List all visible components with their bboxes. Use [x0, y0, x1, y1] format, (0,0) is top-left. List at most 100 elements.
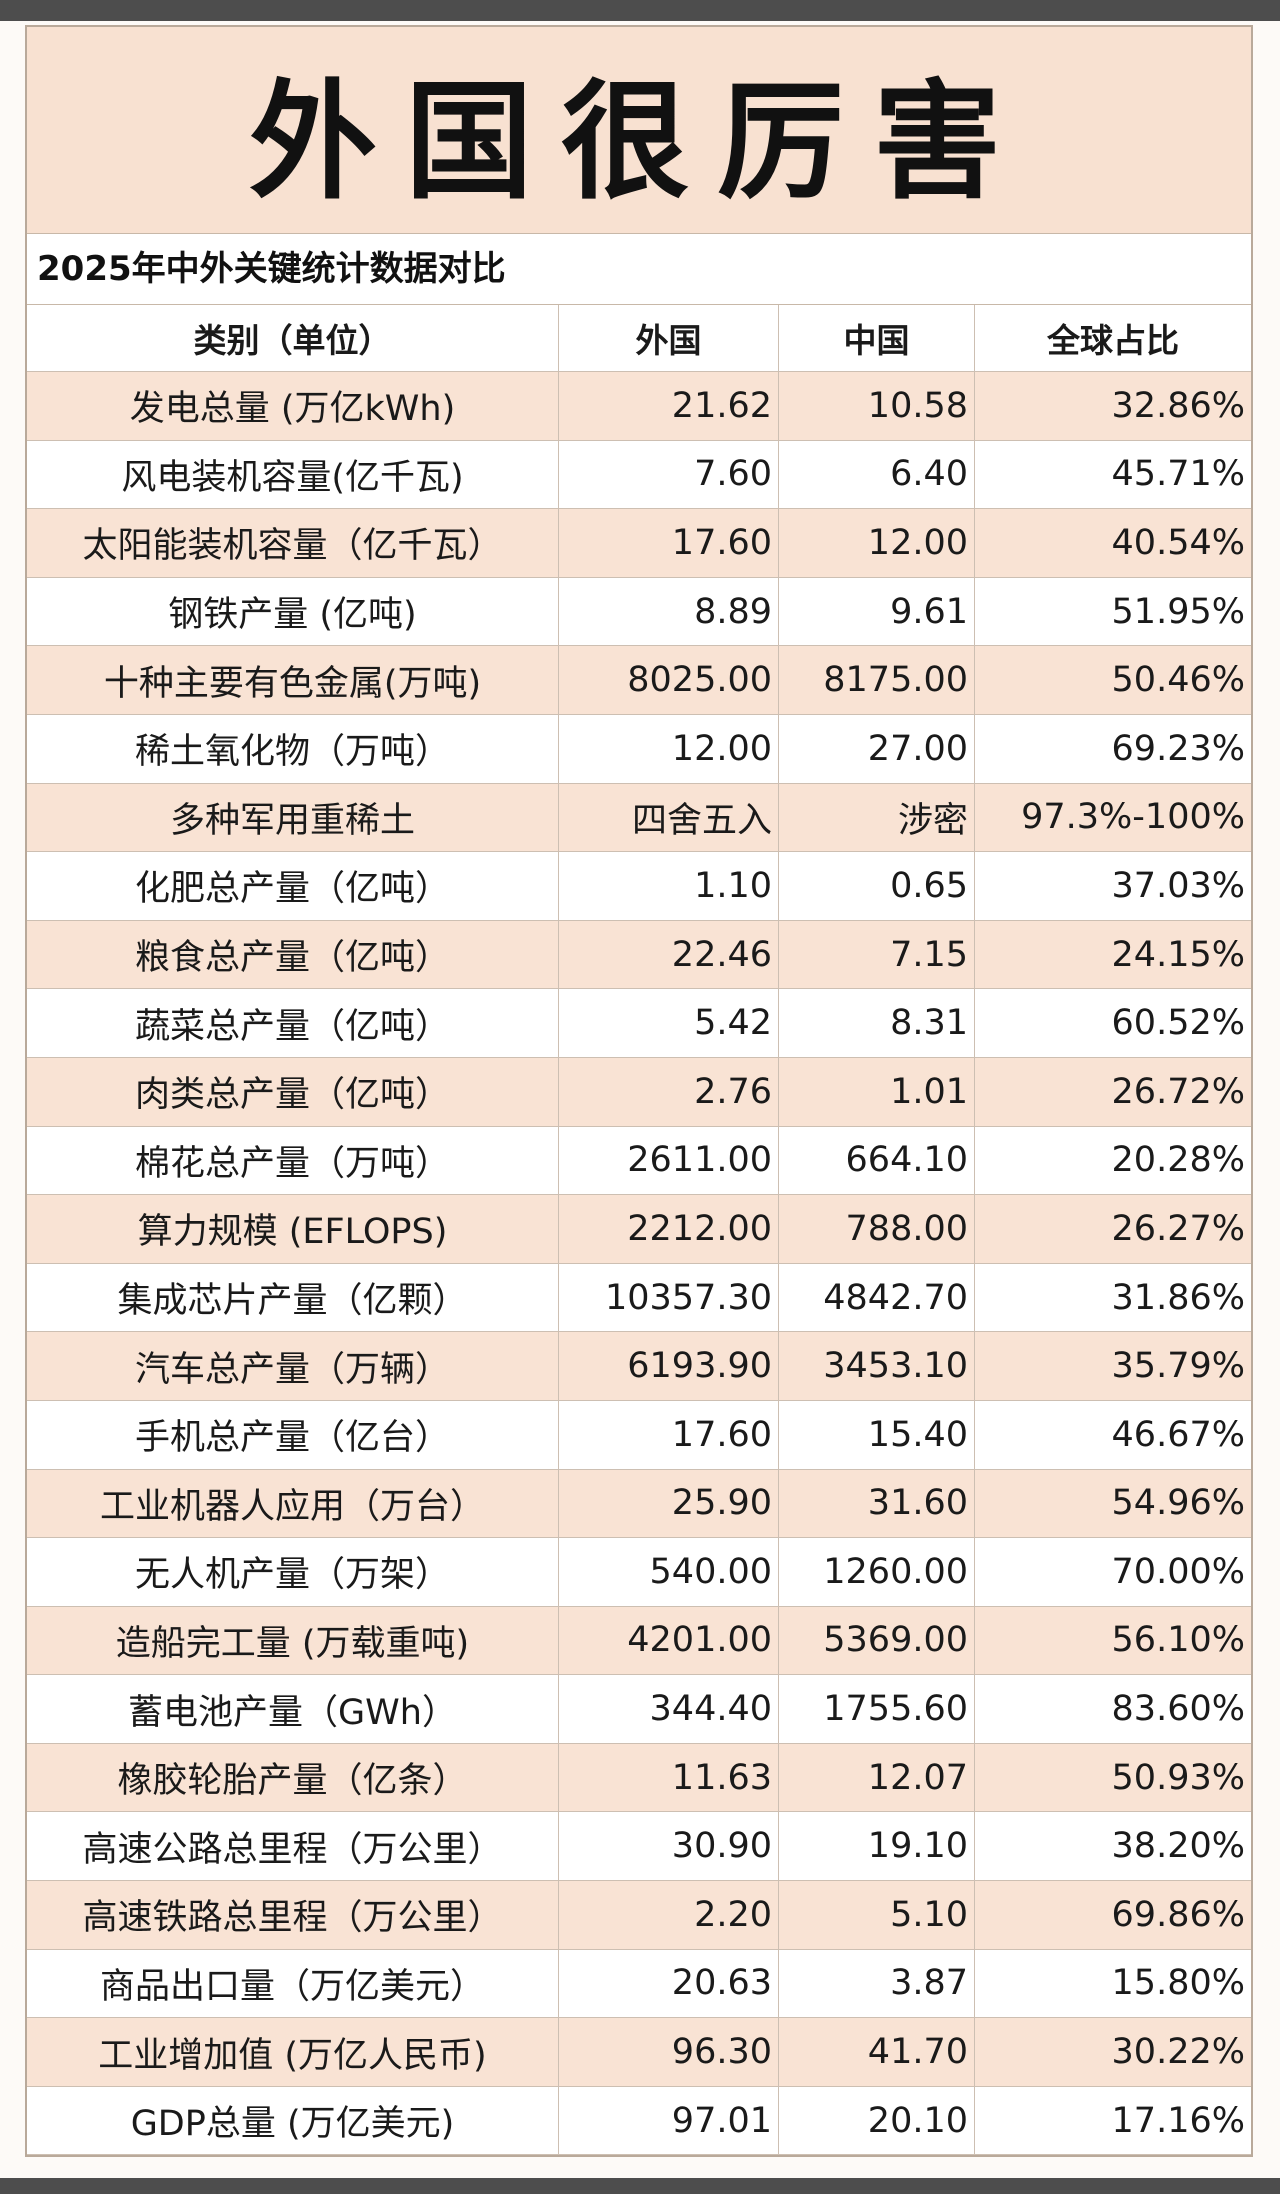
table-cell: 橡胶轮胎产量（亿条） [27, 1743, 559, 1812]
table-cell: 11.63 [559, 1743, 779, 1812]
table-row: 造船完工量 (万载重吨) 4201.00 5369.00 56.10% [27, 1606, 1251, 1676]
table-cell: 4842.70 [779, 1263, 975, 1332]
table-cell: 算力规模 (EFLOPS) [27, 1195, 559, 1263]
table-cell: 10357.30 [559, 1263, 779, 1332]
table-cell: 工业机器人应用（万台） [27, 1469, 559, 1538]
table-cell: 540.00 [559, 1538, 779, 1606]
table-cell: 26.27% [1111, 1208, 1245, 1249]
table-cell: 19.10 [779, 1812, 975, 1881]
table-row: 手机总产量（亿台） 17.60 15.40 46.67% [27, 1400, 1251, 1470]
table-cell: 1260.00 [779, 1538, 975, 1606]
table-cell: 69.23% [1111, 728, 1245, 769]
table-cell: 8.89 [559, 577, 779, 646]
table-cell: 15.40 [779, 1400, 975, 1469]
table-cell: 肉类总产量（亿吨） [27, 1057, 559, 1126]
table-cell: 集成芯片产量（亿颗） [27, 1263, 559, 1332]
table-row: 风电装机容量(亿千瓦) 7.60 6.40 45.71% [27, 440, 1251, 510]
table-cell: 多种军用重稀土 [27, 783, 559, 852]
table-cell: 2212.00 [559, 1195, 779, 1263]
table-cell: 1755.60 [779, 1675, 975, 1743]
table-cell: 25.90 [559, 1469, 779, 1538]
table-row: 高速铁路总里程（万公里） 2.20 5.10 69.86% [27, 1881, 1251, 1950]
table-row: 橡胶轮胎产量（亿条） 11.63 12.07 50.93% [27, 1743, 1251, 1813]
table-row: 蓄电池产量（GWh） 344.40 1755.60 83.60% [27, 1675, 1251, 1744]
table-cell: 汽车总产量（万辆） [27, 1332, 559, 1400]
header-cell: 中国 [779, 305, 975, 371]
table-cell: 棉花总产量（万吨） [27, 1126, 559, 1195]
table-cell: 3453.10 [779, 1332, 975, 1400]
table-cell: 20.28% [1111, 1140, 1245, 1181]
table-row: 无人机产量（万架） 540.00 1260.00 70.00% [27, 1538, 1251, 1607]
table-cell: 46.67% [1111, 1414, 1245, 1455]
header-row: 类别（单位） 外国 中国 全球占比 [27, 305, 1251, 372]
table-cell: 50.93% [1111, 1757, 1245, 1798]
table-row: 肉类总产量（亿吨） 2.76 1.01 26.72% [27, 1057, 1251, 1127]
table-cell: 97.01 [559, 2086, 779, 2155]
table-row: 高速公路总里程（万公里） 30.90 19.10 38.20% [27, 1812, 1251, 1882]
table-cell: 69.86% [1111, 1894, 1245, 1935]
table-row: 蔬菜总产量（亿吨） 5.42 8.31 60.52% [27, 989, 1251, 1058]
table-cell: 风电装机容量(亿千瓦) [27, 440, 559, 509]
table-cell: 31.60 [779, 1469, 975, 1538]
table-row: 集成芯片产量（亿颗） 10357.30 4842.70 31.86% [27, 1263, 1251, 1333]
table-cell: 手机总产量（亿台） [27, 1400, 559, 1469]
table-row: 棉花总产量（万吨） 2611.00 664.10 20.28% [27, 1126, 1251, 1196]
table-row: 商品出口量（万亿美元） 20.63 3.87 15.80% [27, 1949, 1251, 2019]
table-row: 多种军用重稀土 四舍五入 涉密 97.3%-100% [27, 783, 1251, 853]
table-cell: 2.20 [559, 1881, 779, 1949]
table-cell: 30.90 [559, 1812, 779, 1881]
table-cell: 17.60 [559, 1400, 779, 1469]
table-row: GDP总量 (万亿美元) 97.01 20.10 17.16% [27, 2086, 1251, 2156]
table-row: 工业机器人应用（万台） 25.90 31.60 54.96% [27, 1469, 1251, 1539]
table-cell: 31.86% [1111, 1277, 1245, 1318]
table-cell: 12.00 [779, 509, 975, 577]
table-cell: 5.10 [779, 1881, 975, 1949]
table-cell: 造船完工量 (万载重吨) [27, 1606, 559, 1675]
table-cell: 51.95% [1111, 591, 1245, 632]
table-cell: 8.31 [779, 989, 975, 1057]
table-row: 稀土氧化物（万吨） 12.00 27.00 69.23% [27, 714, 1251, 784]
table-row: 化肥总产量（亿吨） 1.10 0.65 37.03% [27, 852, 1251, 921]
header-cell: 外国 [559, 305, 779, 371]
table-cell: 22.46 [559, 920, 779, 989]
table-cell: 12.00 [559, 714, 779, 783]
table-cell: 1.10 [559, 852, 779, 920]
table-cell: 工业增加值 (万亿人民币) [27, 2018, 559, 2086]
table-cell: 17.16% [1111, 2100, 1245, 2141]
table-cell: 56.10% [1111, 1620, 1245, 1661]
table-cell: 60.52% [1111, 1003, 1245, 1044]
table-cell: 3.87 [779, 1949, 975, 2018]
table-cell: 788.00 [779, 1195, 975, 1263]
table-cell: 20.10 [779, 2086, 975, 2155]
table-cell: 2611.00 [559, 1126, 779, 1195]
table-row: 十种主要有色金属(万吨) 8025.00 8175.00 50.46% [27, 646, 1251, 715]
table-cell: 0.65 [779, 852, 975, 920]
subtitle: 2025年中外关键统计数据对比 [27, 234, 1251, 305]
table-cell: 70.00% [1111, 1551, 1245, 1592]
table-cell: 8025.00 [559, 646, 779, 714]
table-cell: 344.40 [559, 1675, 779, 1743]
table-cell: 7.15 [779, 920, 975, 989]
table-cell: 35.79% [1111, 1346, 1245, 1387]
table-row: 钢铁产量 (亿吨) 8.89 9.61 51.95% [27, 577, 1251, 647]
table-cell: 41.70 [779, 2018, 975, 2086]
table-cell: 45.71% [1111, 454, 1245, 495]
table-row: 太阳能装机容量（亿千瓦） 17.60 12.00 40.54% [27, 509, 1251, 578]
table-cell: 27.00 [779, 714, 975, 783]
table-cell: 54.96% [1111, 1483, 1245, 1524]
table-cell: 30.22% [1111, 2032, 1245, 2073]
table-cell: 21.62 [559, 372, 779, 440]
table-cell: 涉密 [779, 783, 975, 852]
table-cell: 蔬菜总产量（亿吨） [27, 989, 559, 1057]
title: 外国很厉害 [27, 27, 1251, 234]
table-cell: 4201.00 [559, 1606, 779, 1675]
table-cell: 四舍五入 [559, 783, 779, 852]
table-cell: 20.63 [559, 1949, 779, 2018]
table-cell: 7.60 [559, 440, 779, 509]
table-cell: 粮食总产量（亿吨） [27, 920, 559, 989]
table-cell: 97.3%-100% [1021, 797, 1245, 838]
table-cell: 96.30 [559, 2018, 779, 2086]
table-row: 粮食总产量（亿吨） 22.46 7.15 24.15% [27, 920, 1251, 990]
table-cell: 2.76 [559, 1057, 779, 1126]
table-cell: 太阳能装机容量（亿千瓦） [27, 509, 559, 577]
